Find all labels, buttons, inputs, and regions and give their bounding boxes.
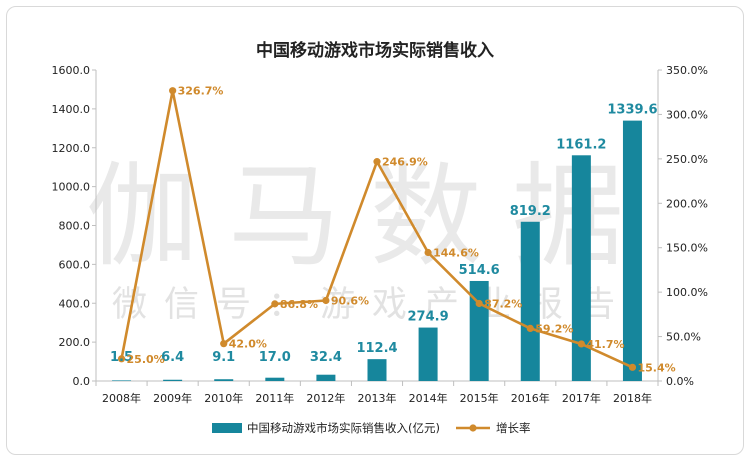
y-right-tick-label: 50.0%: [666, 331, 701, 344]
growth-point: [526, 324, 534, 332]
growth-value-label: 25.0%: [127, 353, 165, 366]
x-tick-label: 2016年: [511, 391, 550, 405]
y-left-tick-label: 400.0: [59, 297, 91, 310]
x-tick-label: 2012年: [306, 391, 345, 405]
y-right-tick-label: 150.0%: [666, 242, 708, 255]
y-right-tick-label: 0.0%: [666, 375, 694, 388]
data-labels: 1.5 6.4 9.1 17.0 32.4 112.4 274.9 514.6 819.2 116…: [110, 85, 676, 375]
y-left-tick-label: 1600.0: [52, 64, 91, 77]
y-left-tick-label: 600.0: [59, 258, 91, 271]
bar-value-label: 112.4: [356, 341, 397, 356]
growth-value-label: 41.7%: [586, 338, 624, 351]
growth-point: [475, 299, 483, 308]
growth-value-label: 87.2%: [484, 298, 522, 311]
legend-bar-swatch: [212, 423, 242, 433]
y-right-tick-label: 300.0%: [666, 108, 708, 121]
bar: [214, 379, 234, 381]
bar-value-label: 1161.2: [556, 137, 606, 152]
growth-value-label: 144.6%: [433, 247, 479, 260]
bar: [418, 327, 438, 381]
growth-point: [117, 355, 126, 363]
growth-value-label: 246.9%: [382, 156, 428, 169]
growth-point: [271, 300, 279, 308]
x-tick-label: 2017年: [562, 391, 601, 405]
growth-point: [577, 340, 585, 348]
bar-value-label: 819.2: [510, 204, 551, 219]
growth-value-label: 42.0%: [229, 338, 267, 351]
bar: [316, 374, 336, 381]
legend-bar-label: 中国移动游戏市场实际销售收入(亿元): [247, 421, 440, 435]
y-right-tick-label: 350.0%: [666, 64, 708, 77]
bar: [163, 379, 183, 381]
bar-value-label: 1339.6: [607, 103, 657, 118]
growth-point: [220, 340, 228, 348]
bar-value-label: 9.1: [212, 350, 235, 365]
y-left-tick-label: 1400.0: [52, 103, 91, 116]
bar-value-label: 32.4: [310, 350, 342, 365]
x-tick-label: 2015年: [460, 391, 499, 405]
bar: [520, 221, 540, 381]
legend-line-marker: [469, 424, 477, 432]
watermark-main: 伽马数据: [86, 152, 654, 282]
growth-value-label: 15.4%: [637, 361, 675, 374]
x-tick-label: 2009年: [153, 391, 192, 405]
growth-value-label: 90.6%: [331, 294, 369, 307]
bar: [571, 155, 591, 381]
legend: 中国移动游戏市场实际销售收入(亿元) 增长率: [212, 421, 531, 435]
growth-value-label: 86.8%: [280, 298, 318, 311]
growth-value-label: 59.2%: [535, 322, 573, 335]
growth-value-label: 326.7%: [178, 85, 224, 98]
bar-value-label: 6.4: [161, 350, 184, 365]
growth-point: [373, 158, 381, 166]
growth-point: [322, 296, 330, 305]
y-left-tick-label: 0.0: [73, 375, 91, 388]
bar-value-label: 514.6: [459, 263, 500, 278]
y-right-tick-label: 200.0%: [666, 197, 708, 210]
bar-value-label: 1.5: [110, 350, 133, 365]
growth-point: [628, 363, 637, 371]
y-left-tick-label: 800.0: [59, 220, 91, 233]
bar-value-label: 274.9: [408, 310, 449, 325]
line-series: [117, 87, 637, 371]
x-tick-label: 2010年: [204, 391, 243, 405]
y-left-tick-label: 1200.0: [52, 142, 91, 155]
x-tick-label: 2018年: [613, 391, 652, 405]
bar-value-label: 17.0: [259, 350, 291, 365]
x-tick-label: 2011年: [255, 391, 294, 405]
growth-point: [424, 248, 432, 257]
bar: [112, 380, 132, 381]
y-right-tick-label: 100.0%: [666, 286, 708, 299]
x-tick-label: 2008年: [102, 391, 141, 405]
watermark-sub: 微信号：游戏产业报告: [112, 285, 632, 325]
bar: [367, 359, 387, 381]
y-right-tick-label: 250.0%: [666, 153, 708, 166]
bar: [622, 120, 642, 382]
x-tick-label: 2014年: [409, 391, 448, 405]
y-left-tick-label: 200.0: [59, 336, 91, 349]
axes: 0.0 200.0 400.0 600.0 800.0 1000.0 1200.0 1400.…: [52, 64, 708, 405]
chart-title: 中国移动游戏市场实际销售收入: [256, 40, 494, 61]
bar: [265, 377, 285, 381]
legend-line-label: 增长率: [496, 421, 531, 435]
x-tick-label: 2013年: [358, 391, 397, 405]
y-left-tick-label: 1000.0: [52, 181, 91, 194]
growth-point: [169, 87, 177, 95]
